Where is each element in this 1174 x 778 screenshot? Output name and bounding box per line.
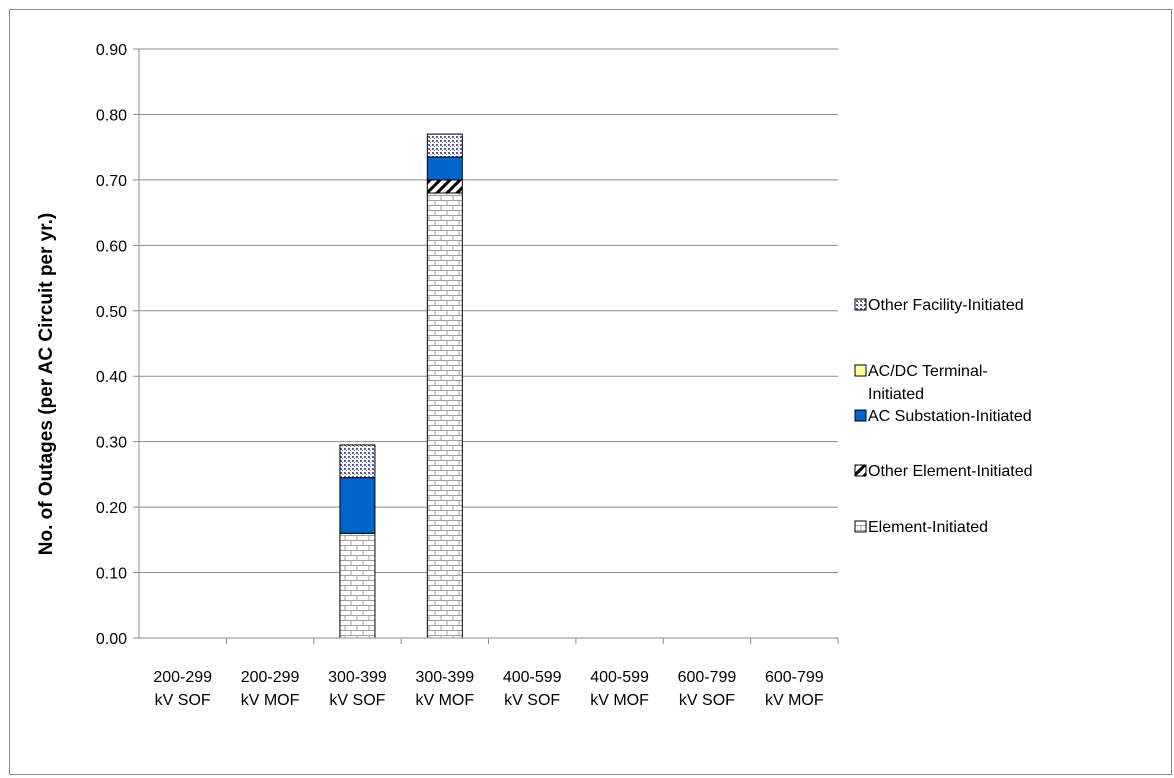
- chart-frame: [9, 9, 1172, 775]
- legend-label: Other Facility-Initiated: [868, 297, 1024, 314]
- gridlines: [139, 48, 838, 574]
- legend-label: AC/DC Terminal-: [868, 363, 988, 380]
- legend-label: Initiated: [868, 386, 924, 403]
- y-tick-label: 0.70: [96, 173, 127, 190]
- y-tick-label: 0.10: [96, 566, 127, 583]
- x-category-label: kV MOF: [241, 692, 300, 709]
- bar-segment: [426, 179, 463, 194]
- x-category-label: 400-599: [503, 669, 562, 686]
- x-category-label: 400-599: [590, 669, 649, 686]
- x-axis-categories: 200-299 kV SOF 200-299 kV MOF 300-399 kV SOF 3…: [153, 669, 824, 709]
- legend-swatch: [854, 409, 867, 422]
- x-category-label: 200-299: [241, 669, 300, 686]
- x-category-label: kV SOF: [155, 692, 211, 709]
- bar-segment: [339, 444, 376, 479]
- x-category-label: 200-299: [153, 669, 212, 686]
- x-category-label: kV SOF: [504, 692, 560, 709]
- y-tick-label: 0.60: [96, 238, 127, 255]
- bar-segment: [426, 156, 463, 181]
- y-axis-label: No. of Outages (per AC Circuit per yr.): [36, 213, 57, 555]
- x-category-label: 600-799: [765, 669, 824, 686]
- y-tick-label: 0.90: [96, 42, 127, 59]
- x-category-label: kV SOF: [329, 692, 385, 709]
- x-category-label: kV MOF: [590, 692, 649, 709]
- legend: Other Facility-Initiated AC/DC Terminal- I…: [854, 297, 1033, 536]
- bar-segment: [426, 133, 463, 158]
- y-tick-label: 0.40: [96, 369, 127, 386]
- legend-swatch: [854, 520, 867, 533]
- legend-swatch: [854, 298, 867, 311]
- y-tick-label: 0.20: [96, 500, 127, 517]
- bar-segment: [339, 477, 376, 534]
- x-category-label: 300-399: [415, 669, 474, 686]
- x-category-label: 600-799: [678, 669, 737, 686]
- bars: [339, 133, 463, 639]
- axes: [138, 49, 839, 644]
- y-tick-label: 0.80: [96, 107, 127, 124]
- y-tick-label: 0.30: [96, 435, 127, 452]
- legend-swatch: [854, 364, 867, 377]
- x-category-label: kV MOF: [765, 692, 824, 709]
- y-tick-label: 0.00: [96, 631, 127, 648]
- legend-swatch: [854, 464, 867, 477]
- y-tick-label: 0.50: [96, 304, 127, 321]
- x-category-label: 300-399: [328, 669, 387, 686]
- bar-segment: [339, 532, 376, 639]
- x-category-label: kV MOF: [415, 692, 474, 709]
- x-category-label: kV SOF: [679, 692, 735, 709]
- legend-label: Other Element-Initiated: [868, 463, 1033, 480]
- y-axis-ticks: 0.00 0.10 0.20 0.30 0.40 0.50 0.60 0.70 0.80 0.90: [96, 42, 139, 648]
- legend-label: Element-Initiated: [868, 519, 988, 536]
- legend-label: AC Substation-Initiated: [868, 408, 1032, 425]
- bar-segment: [426, 192, 463, 639]
